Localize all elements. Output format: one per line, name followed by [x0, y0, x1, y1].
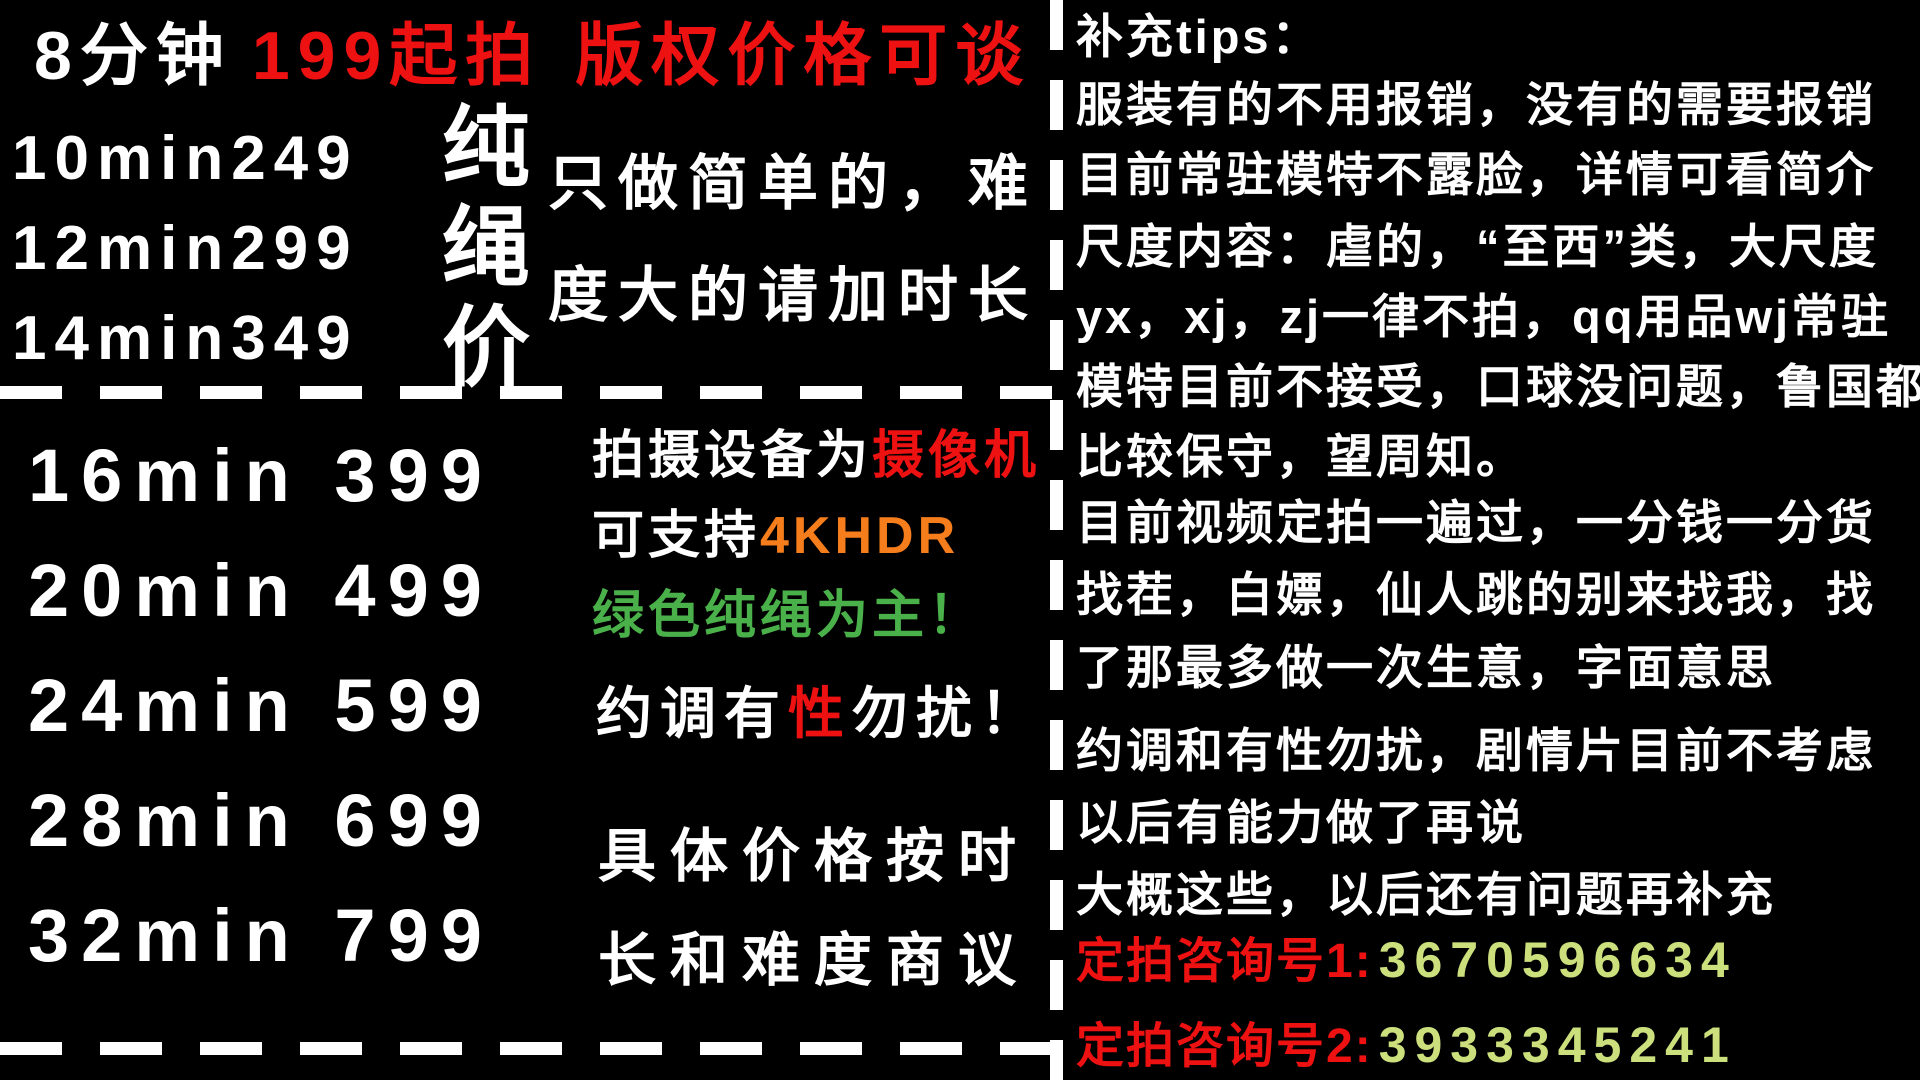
tips-line: 服装有的不用报销，没有的需要报销 — [1076, 78, 1876, 131]
warning-note-prefix: 约调有 — [596, 682, 788, 745]
tips-line: 比较保守，望周知。 — [1076, 430, 1526, 483]
tips-line: 以后有能力做了再说 — [1076, 796, 1526, 849]
price-item-32min: 32min 799 — [28, 894, 494, 977]
negotiate-note-line1: 具体价格按时 — [598, 824, 1031, 889]
green-rope-note: 绿色纯绳为主！ — [592, 587, 985, 645]
support-highlight-4khdr: 4KHDR — [760, 507, 960, 565]
tips-line: 目前视频定拍一遍过，一分钱一分货 — [1076, 496, 1876, 549]
warning-note-suffix: 勿扰！ — [852, 682, 1044, 745]
tips-line: 大概这些，以后还有问题再补充 — [1076, 868, 1776, 921]
warning-note: 约调有性勿扰！ — [596, 682, 1044, 745]
contact-row-2: 定拍咨询号2: 3933345241 — [1076, 1018, 1737, 1073]
price-item-10min: 10min249 — [12, 124, 359, 193]
contact-row-1: 定拍咨询号1: 3670596634 — [1076, 933, 1737, 988]
vertical-label-char: 绳 — [441, 198, 530, 297]
tips-line: yx，xj，zj一律不拍，qq用品wj常驻 — [1076, 290, 1892, 343]
price-item-14min: 14min349 — [12, 304, 359, 373]
equipment-note-prefix: 拍摄设备为 — [592, 427, 873, 485]
warning-highlight: 性 — [788, 682, 852, 745]
price-item-12min: 12min299 — [12, 214, 359, 283]
divider-dashed-bottom — [0, 1042, 1052, 1055]
vertical-label-char: 价 — [441, 298, 530, 397]
price-item-28min: 28min 699 — [28, 779, 494, 862]
tips-line: 找茬，白嫖，仙人跳的别来找我，找 — [1076, 568, 1876, 621]
contact-2-number: 3933345241 — [1378, 1017, 1737, 1073]
difficulty-note-line2: 度大的请加时长 — [548, 262, 1038, 329]
tips-title: 补充tips： — [1076, 10, 1322, 63]
negotiate-note-line2: 长和难度商议 — [598, 928, 1031, 993]
copyright-note: 版权价格可谈 — [575, 18, 1032, 94]
equipment-note: 拍摄设备为摄像机 — [592, 428, 1040, 484]
price-item-16min: 16min 399 — [28, 434, 494, 517]
headline-duration: 8分钟 — [34, 18, 232, 94]
contact-2-label: 定拍咨询号2: — [1076, 1020, 1373, 1073]
divider-dashed-vertical — [1050, 0, 1063, 1080]
support-note-prefix: 可支持 — [592, 507, 761, 565]
headline: 8分钟 199起拍 版权价格可谈 — [34, 18, 1032, 94]
equipment-highlight: 摄像机 — [872, 427, 1041, 485]
tips-line: 尺度内容：虐的，“至西”类，大尺度 — [1076, 220, 1879, 273]
divider-dashed-top — [0, 386, 1052, 399]
contact-1-number: 3670596634 — [1378, 932, 1737, 988]
vertical-label-char: 纯 — [441, 98, 530, 197]
vertical-label-pure-rope-price: 纯 绳 价 — [436, 98, 536, 398]
difficulty-note-line1: 只做简单的，难 — [548, 150, 1038, 217]
price-item-20min: 20min 499 — [28, 549, 494, 632]
tips-line: 约调和有性勿扰，剧情片目前不考虑 — [1076, 724, 1876, 777]
tips-line: 目前常驻模特不露脸，详情可看简介 — [1076, 148, 1876, 201]
tips-line: 了那最多做一次生意，字面意思 — [1076, 641, 1776, 694]
contact-1-label: 定拍咨询号1: — [1076, 935, 1373, 988]
headline-starting-price: 199起拍 — [251, 18, 542, 94]
support-note: 可支持4KHDR — [592, 508, 959, 564]
tips-line: 模特目前不接受，口球没问题，鲁国都 — [1076, 360, 1920, 413]
price-item-24min: 24min 599 — [28, 664, 494, 747]
